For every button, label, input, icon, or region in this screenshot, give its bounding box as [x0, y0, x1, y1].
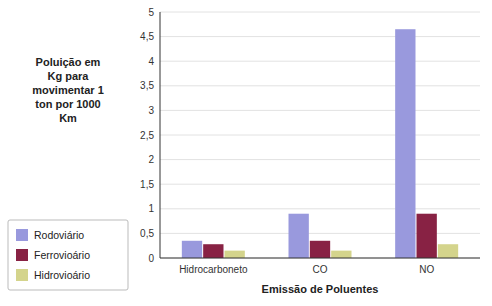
bar	[417, 214, 437, 258]
grid-line	[160, 61, 480, 62]
y-tick-label: 4,5	[140, 31, 154, 42]
bar	[310, 241, 330, 258]
grid-line	[160, 135, 480, 136]
legend-label: Ferrovioário	[34, 249, 90, 261]
bar	[203, 244, 223, 258]
grid-line	[160, 110, 480, 111]
y-tick-label: 0	[148, 253, 154, 264]
grid-line	[160, 258, 480, 259]
grid-line	[160, 184, 480, 185]
y-tick-label: 2,5	[140, 130, 154, 141]
bar	[395, 29, 415, 258]
bar	[289, 214, 309, 258]
grid-line	[160, 159, 480, 160]
x-axis-line	[160, 258, 480, 259]
legend-label: Rodoviário	[34, 229, 84, 241]
y-axis-ticks: 0 0,5 1 1,5 2 2,5 3 3,5 4 4,5 5	[140, 7, 154, 264]
y-tick-label: 3	[148, 105, 154, 116]
y-tick-label: 4	[148, 56, 154, 67]
y-tick-label: 1,5	[140, 179, 154, 190]
x-tick-label: Hidrocarboneto	[179, 264, 248, 275]
bar	[182, 241, 202, 258]
grid	[160, 12, 480, 258]
x-axis-ticks: Hidrocarboneto CO NO	[179, 264, 434, 275]
x-tick-label: CO	[313, 264, 328, 275]
bar	[438, 244, 458, 258]
grid-line	[160, 12, 480, 13]
bar	[225, 251, 245, 258]
legend-swatch	[16, 269, 28, 281]
grid-line	[160, 85, 480, 86]
y-tick-label: 5	[148, 7, 154, 18]
legend-swatch	[16, 249, 28, 261]
grid-line	[160, 36, 480, 37]
y-axis-line	[160, 12, 161, 258]
x-tick-label: NO	[419, 264, 434, 275]
bars	[182, 29, 458, 258]
chart: 0 0,5 1 1,5 2 2,5 3 3,5 4 4,5 5 Hidrocarboneto CO NO E…	[0, 0, 492, 306]
legend: Rodoviário Ferrovioário Hidrovioário	[8, 220, 128, 290]
y-tick-label: 0,5	[140, 228, 154, 239]
y-tick-label: 2	[148, 154, 154, 165]
x-axis-label: Emissão de Poluentes	[262, 283, 379, 295]
legend-label: Hidrovioário	[34, 269, 90, 281]
y-tick-label: 1	[148, 203, 154, 214]
y-tick-label: 3,5	[140, 80, 154, 91]
y-axis-label: Poluição emKg paramovimentar 1ton por 10…	[32, 56, 104, 124]
grid-line	[160, 208, 480, 209]
bar	[331, 251, 351, 258]
legend-frame	[8, 220, 128, 290]
legend-swatch	[16, 229, 28, 241]
